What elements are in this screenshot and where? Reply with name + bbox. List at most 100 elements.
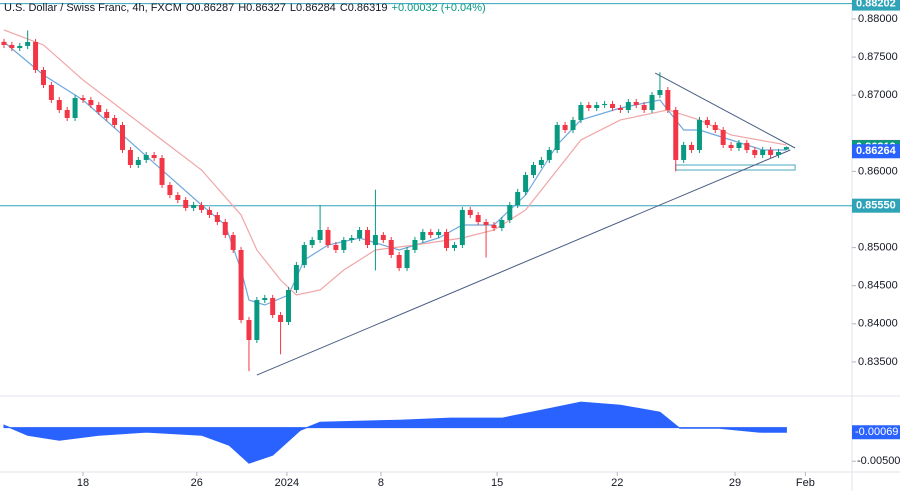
x-tick-label: 29	[729, 477, 741, 489]
candle-body	[412, 239, 418, 250]
x-tick-label: Feb	[796, 477, 815, 489]
candle-body	[562, 124, 568, 131]
price-box	[852, 144, 900, 159]
candle-body	[9, 44, 15, 49]
candle-body	[388, 239, 394, 256]
candle-body	[420, 231, 426, 240]
candle-body	[428, 231, 434, 236]
candle-body	[768, 149, 774, 156]
candle-body	[775, 151, 781, 156]
x-tick-label: 2024	[275, 477, 299, 489]
candle-body	[546, 149, 552, 160]
candle-body	[570, 119, 576, 131]
hline-box	[852, 198, 900, 213]
candle-body	[317, 230, 323, 240]
candle-body	[104, 111, 110, 118]
candle-body	[1, 41, 7, 45]
candle-body	[491, 224, 497, 229]
candle-body	[451, 245, 457, 248]
candle-body	[633, 101, 639, 106]
candle-body	[40, 69, 46, 85]
x-tick-label: 22	[611, 477, 623, 489]
hline-label: 0.85550	[856, 200, 896, 212]
candle-body	[262, 297, 268, 301]
candle-body	[752, 149, 758, 156]
candle-body	[602, 103, 608, 106]
candle-body	[72, 98, 78, 118]
candle-body	[199, 205, 205, 210]
candle-body	[483, 222, 489, 225]
candle-body	[499, 220, 505, 229]
x-tick-label: 26	[191, 477, 203, 489]
candle-body	[254, 300, 260, 340]
candle-body	[301, 245, 307, 265]
candle-body	[467, 209, 473, 215]
candle-body	[523, 174, 529, 192]
candle-body	[436, 231, 442, 236]
candle-body	[120, 124, 126, 150]
candle-body	[238, 249, 244, 321]
candle-body	[507, 205, 513, 221]
candle-body	[610, 103, 616, 108]
candle-body	[641, 105, 647, 110]
candle-body	[246, 320, 252, 340]
candle-body	[728, 144, 734, 149]
candle-body	[167, 184, 173, 196]
x-tick-label: 8	[378, 477, 384, 489]
candle-body	[554, 124, 560, 150]
candle-body	[191, 205, 197, 208]
candle-body	[673, 109, 679, 160]
candle-body	[594, 105, 600, 108]
y-tick-label: 0.86000	[858, 165, 898, 177]
candle-body	[278, 314, 284, 322]
oscillator-last-label: -0.00069	[855, 426, 898, 438]
candle-body	[689, 144, 695, 150]
candle-body	[736, 142, 742, 149]
candle-body	[380, 235, 386, 240]
hline-box	[852, 0, 900, 11]
candle-body	[56, 99, 62, 110]
oscillator-tick-label: -0.00500	[857, 455, 900, 467]
y-tick-label: 0.83500	[858, 356, 898, 368]
candle-body	[127, 149, 133, 165]
candle-body	[617, 107, 623, 110]
y-tick-label: 0.87500	[858, 51, 898, 63]
candle-body	[665, 90, 671, 110]
y-tick-label: 0.84500	[858, 280, 898, 292]
candle-body	[206, 209, 212, 215]
candle-body	[135, 159, 141, 165]
ohlc-high: H0.86327	[238, 2, 286, 14]
trendline	[654, 72, 796, 149]
candle-body	[760, 149, 766, 156]
candle-body	[48, 84, 54, 100]
trendline	[256, 149, 791, 376]
candle-body	[349, 238, 355, 240]
candle-body	[214, 214, 220, 223]
oscillator-last-box	[852, 425, 900, 440]
candle-body	[270, 297, 276, 315]
candle-body	[143, 155, 149, 160]
candle-body	[530, 164, 536, 175]
candle-body	[25, 41, 31, 46]
candle-body	[357, 230, 363, 239]
candle-body	[159, 157, 165, 185]
moving-average	[3, 41, 787, 306]
ohlc-low: L0.86284	[290, 2, 336, 14]
candle-body	[365, 230, 371, 246]
candle-body	[625, 101, 631, 110]
candle-body	[475, 214, 481, 223]
candle-body	[783, 147, 789, 150]
candle-body	[578, 105, 584, 120]
candle-body	[230, 235, 236, 250]
candle-body	[396, 255, 402, 269]
candle-body	[175, 195, 181, 200]
ohlc-open: O0.86287	[186, 2, 234, 14]
candle-body	[325, 230, 331, 246]
candle-body	[112, 117, 118, 125]
candle-body	[444, 231, 450, 248]
candle-body	[649, 94, 655, 110]
candle-body	[341, 239, 347, 250]
candle-body	[17, 45, 23, 49]
candle-body	[33, 41, 39, 70]
